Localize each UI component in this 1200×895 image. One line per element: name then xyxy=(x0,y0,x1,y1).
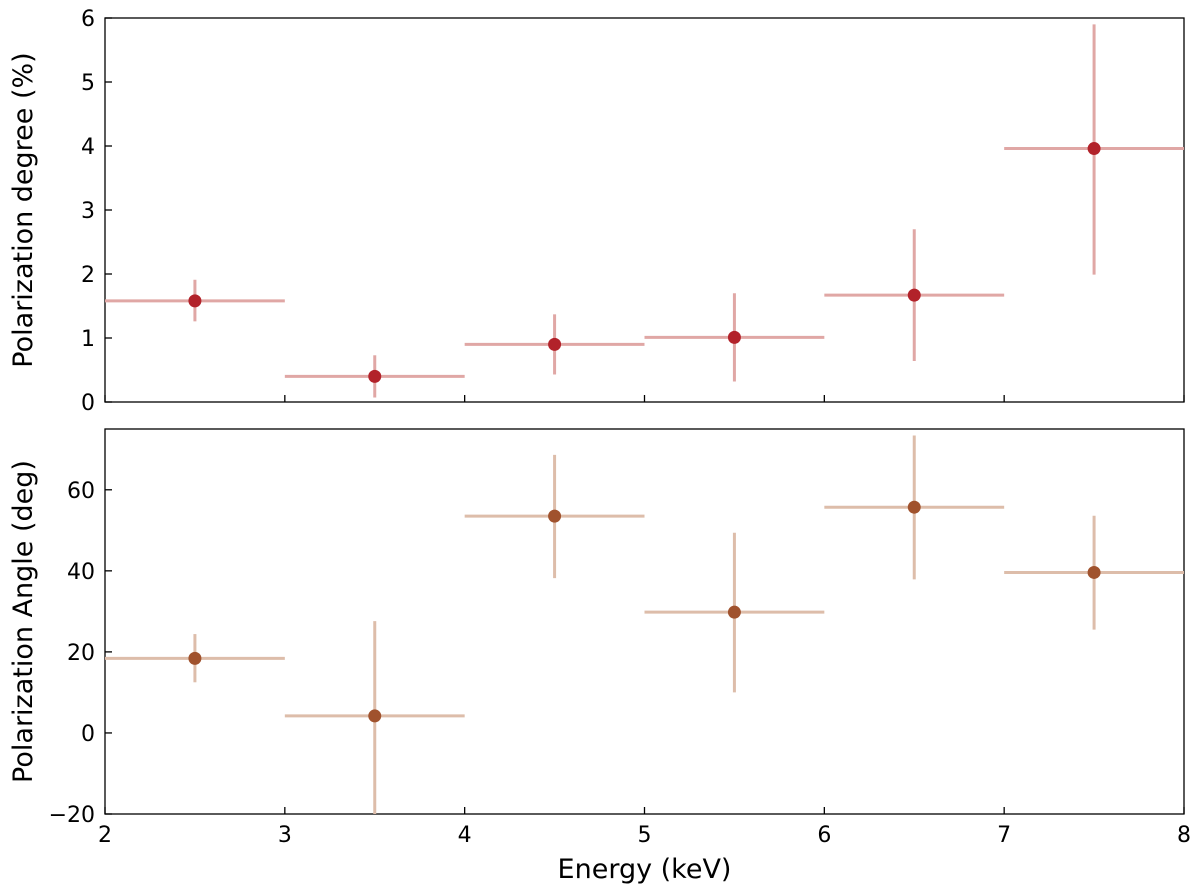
data-point xyxy=(644,293,825,382)
x-tick-label: 4 xyxy=(458,823,472,848)
x-tick-label: 7 xyxy=(997,823,1011,848)
y-axis-label: Polarization degree (%) xyxy=(8,52,39,367)
marker xyxy=(907,288,921,302)
marker xyxy=(368,709,382,723)
plot-frame xyxy=(104,428,1185,815)
marker xyxy=(907,500,921,514)
y-tick-label: 0 xyxy=(81,391,95,416)
polarization-angle-panel: 2 3 4 5 6 7 8 −20 0 20 40 60 Polarization Angle (deg… xyxy=(8,428,1191,885)
x-tick-label: 2 xyxy=(98,823,112,848)
marker xyxy=(188,294,202,308)
y-tick-label: 6 xyxy=(81,7,95,32)
data-point xyxy=(105,279,285,322)
marker xyxy=(727,330,741,344)
x-tick-label: 8 xyxy=(1177,823,1191,848)
polarization-degree-panel: 0 1 2 3 4 5 6 Polarization degree (%) xyxy=(8,7,1185,416)
data-point xyxy=(105,634,285,683)
y-tick-label: 1 xyxy=(81,327,95,352)
data-point xyxy=(1004,24,1184,275)
marker xyxy=(368,369,382,383)
data-point xyxy=(824,435,1005,580)
marker xyxy=(1087,142,1101,156)
data-point xyxy=(284,355,465,398)
y-tick-label: −20 xyxy=(49,803,95,828)
marker xyxy=(727,605,741,619)
x-tick-label: 3 xyxy=(278,823,292,848)
y-tick-label: 3 xyxy=(81,199,95,224)
data-point xyxy=(284,621,465,814)
x-tick-label: 5 xyxy=(638,823,652,848)
y-tick-label: 20 xyxy=(67,641,95,666)
y-tick-label: 4 xyxy=(81,135,95,160)
marker xyxy=(548,509,562,523)
data-point xyxy=(644,532,825,693)
y-tick-label: 60 xyxy=(67,479,95,504)
marker xyxy=(548,337,562,351)
data-point xyxy=(464,454,645,579)
data-point xyxy=(824,229,1005,362)
marker xyxy=(188,651,202,665)
data-point xyxy=(1004,515,1184,630)
y-tick-label: 5 xyxy=(81,71,95,96)
y-tick-label: 2 xyxy=(81,263,95,288)
x-axis-label: Energy (keV) xyxy=(558,854,732,885)
marker xyxy=(1087,565,1101,579)
x-tick-label: 6 xyxy=(817,823,831,848)
y-axis-label: Polarization Angle (deg) xyxy=(8,460,39,783)
y-tick-label: 0 xyxy=(81,722,95,747)
y-tick-label: 40 xyxy=(67,560,95,585)
data-point xyxy=(464,314,645,375)
